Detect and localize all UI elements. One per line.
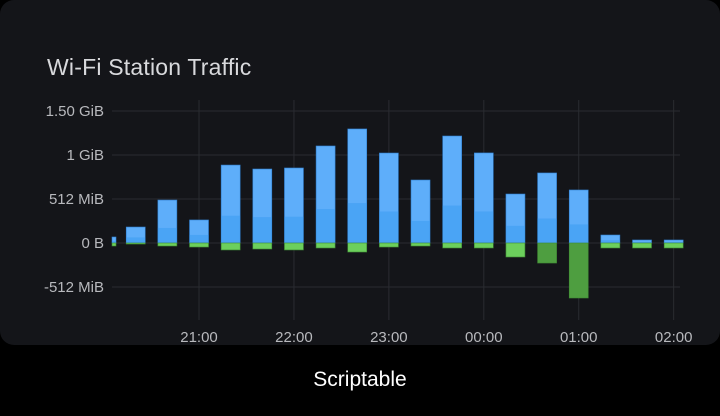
upload-bar-lower-segment (379, 211, 399, 243)
upload-bar-lower-segment (189, 234, 209, 243)
y-tick-label: -512 MiB (44, 279, 104, 296)
download-bar (474, 242, 494, 249)
download-bar (632, 242, 652, 249)
upload-bar-lower-segment (442, 205, 462, 243)
y-tick-label: 512 MiB (49, 191, 104, 208)
upload-bar-lower-segment (284, 216, 304, 243)
download-bar (663, 242, 684, 249)
app-caption: Scriptable (313, 368, 407, 391)
download-bar (442, 242, 462, 249)
download-bar (505, 242, 526, 258)
x-tick-label: 00:00 (465, 329, 503, 345)
download-bar (252, 242, 273, 250)
download-bar (347, 242, 368, 253)
download-bar (537, 242, 557, 264)
download-bar (315, 242, 336, 249)
download-bar (410, 242, 431, 247)
download-bar (600, 242, 621, 249)
upload-bar-lower-segment (505, 225, 525, 243)
upload-bar-lower-segment (632, 241, 652, 243)
upload-bar-lower-segment (664, 241, 684, 243)
upload-bar-lower-segment (474, 211, 494, 243)
x-tick-label: 01:00 (560, 329, 598, 345)
download-bar (111, 242, 117, 247)
download-bar (568, 242, 589, 299)
download-bar (284, 242, 304, 251)
upload-bar-lower-segment (569, 224, 589, 243)
x-tick-label: 21:00 (180, 329, 218, 345)
upload-bar-lower-segment (252, 217, 272, 243)
download-bar (125, 242, 146, 245)
bar-chart: 1.50 GiB 1 GiB 512 MiB 0 B -512 MiB 21:00 22:0… (44, 100, 693, 345)
upload-bar-lower-segment (316, 209, 336, 243)
download-bar (189, 242, 209, 248)
upload-bar-lower-segment (112, 240, 116, 243)
download-bar (379, 242, 399, 248)
download-bar (157, 242, 178, 247)
y-tick-label: 0 B (81, 235, 104, 252)
y-tick-label: 1.50 GiB (46, 103, 104, 120)
x-tick-label: 02:00 (655, 329, 693, 345)
y-tick-label: 1 GiB (66, 147, 104, 164)
chart-panel: Wi-Fi Station Traffic 1.50 GiB 1 GiB 512 M… (0, 0, 720, 345)
upload-bar-lower-segment (600, 240, 620, 243)
chart-title: Wi-Fi Station Traffic (47, 54, 252, 80)
x-tick-label: 23:00 (370, 329, 408, 345)
upload-bar-lower-segment (221, 215, 241, 243)
x-tick-label: 22:00 (275, 329, 313, 345)
upload-bar-lower-segment (347, 203, 367, 243)
upload-bar-lower-segment (537, 218, 557, 243)
upload-bar-lower-segment (411, 220, 431, 243)
upload-bar-lower-segment (157, 227, 177, 243)
upload-bar-lower-segment (126, 237, 146, 243)
download-bar (220, 242, 241, 251)
